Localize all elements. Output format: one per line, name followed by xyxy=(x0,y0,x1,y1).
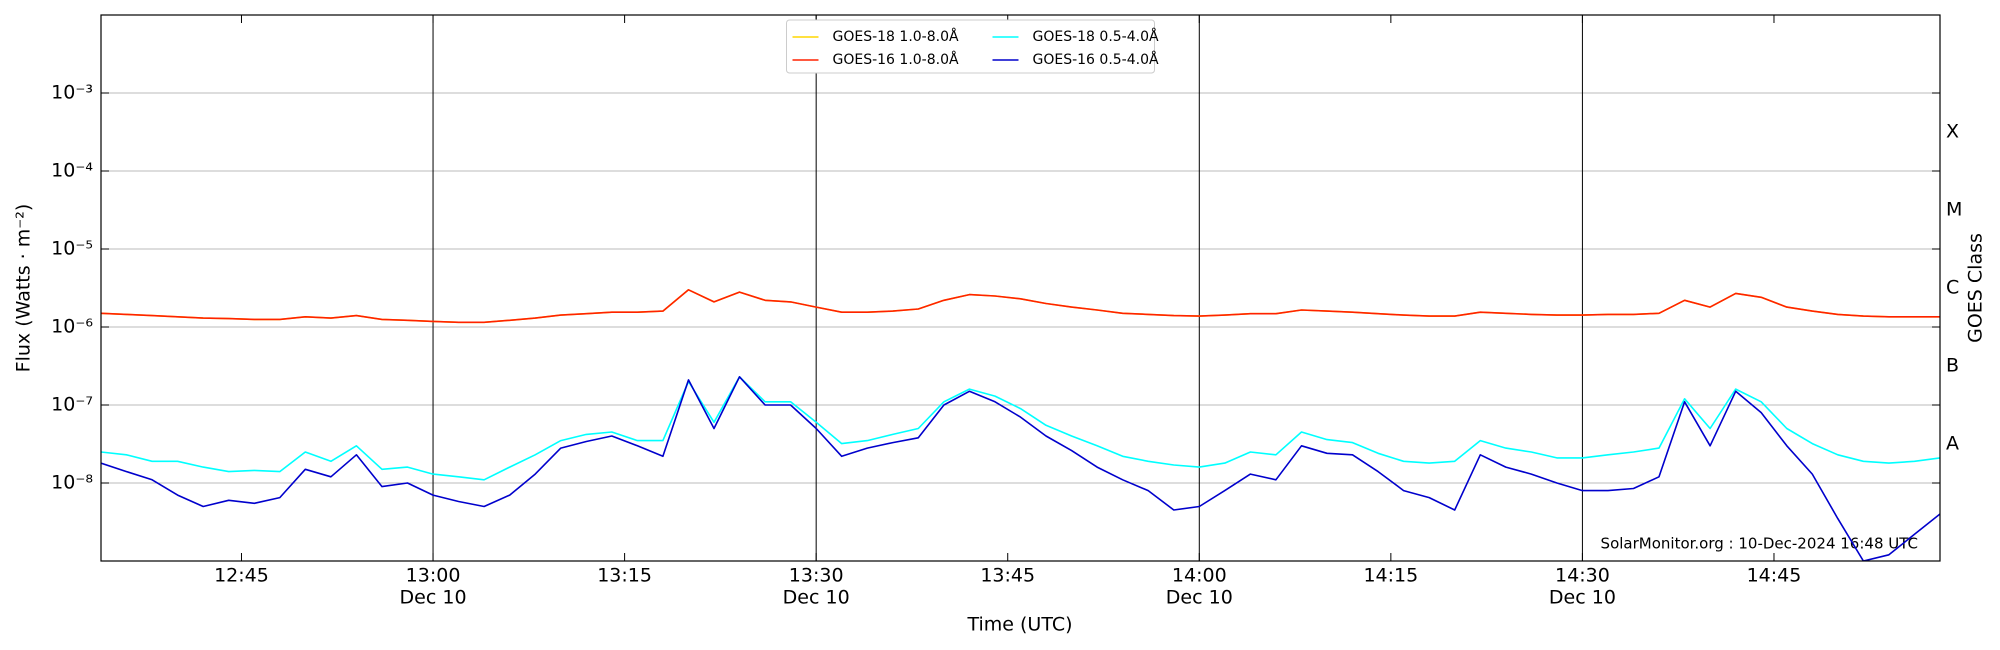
series-line xyxy=(101,289,1940,324)
plot-frame xyxy=(100,14,1941,562)
y-axis-label: Flux (Watts · m⁻²) xyxy=(13,204,35,373)
y-tick-label: 10⁻⁵ xyxy=(51,238,93,260)
x-tick-date: Dec 10 xyxy=(1166,587,1233,609)
class-label: X xyxy=(1946,121,1959,143)
legend-label: GOES-16 1.0-8.0Å xyxy=(833,51,959,68)
x-tick-label: 12:45 xyxy=(214,565,269,587)
series-line xyxy=(101,376,1940,481)
y-tick-label: 10⁻³ xyxy=(51,82,93,104)
x-tick-label: 13:15 xyxy=(597,565,652,587)
class-label: M xyxy=(1946,199,1962,221)
class-label: B xyxy=(1946,355,1959,377)
class-label: A xyxy=(1946,433,1959,455)
x-tick-date: Dec 10 xyxy=(400,587,467,609)
y-tick-label: 10⁻⁶ xyxy=(51,316,93,338)
x-tick-label: 14:00 xyxy=(1172,565,1227,587)
legend-label: GOES-18 1.0-8.0Å xyxy=(833,28,959,45)
legend-label: GOES-16 0.5-4.0Å xyxy=(1033,51,1159,68)
x-tick-label: 14:45 xyxy=(1747,565,1802,587)
x-tick-label: 14:15 xyxy=(1363,565,1418,587)
y2-axis-label: GOES Class xyxy=(1965,233,1987,343)
y-tick-label: 10⁻⁷ xyxy=(51,394,93,416)
x-tick-date: Dec 10 xyxy=(783,587,850,609)
legend-box xyxy=(786,19,1155,74)
legend-label: GOES-18 0.5-4.0Å xyxy=(1033,28,1159,45)
y-tick-label: 10⁻⁴ xyxy=(51,160,93,182)
x-tick-label: 13:00 xyxy=(406,565,461,587)
class-label: C xyxy=(1946,277,1959,299)
x-axis-label: Time (UTC) xyxy=(966,614,1072,636)
series-line xyxy=(101,376,1940,561)
plot-area xyxy=(101,289,1940,561)
x-tick-label: 13:45 xyxy=(980,565,1035,587)
y-tick-label: 10⁻⁸ xyxy=(51,472,93,494)
x-tick-label: 14:30 xyxy=(1555,565,1610,587)
x-tick-date: Dec 10 xyxy=(1549,587,1616,609)
annotation: SolarMonitor.org : 10-Dec-2024 16:48 UTC xyxy=(1601,535,1918,553)
x-tick-label: 13:30 xyxy=(789,565,844,587)
series-line xyxy=(101,289,1940,324)
